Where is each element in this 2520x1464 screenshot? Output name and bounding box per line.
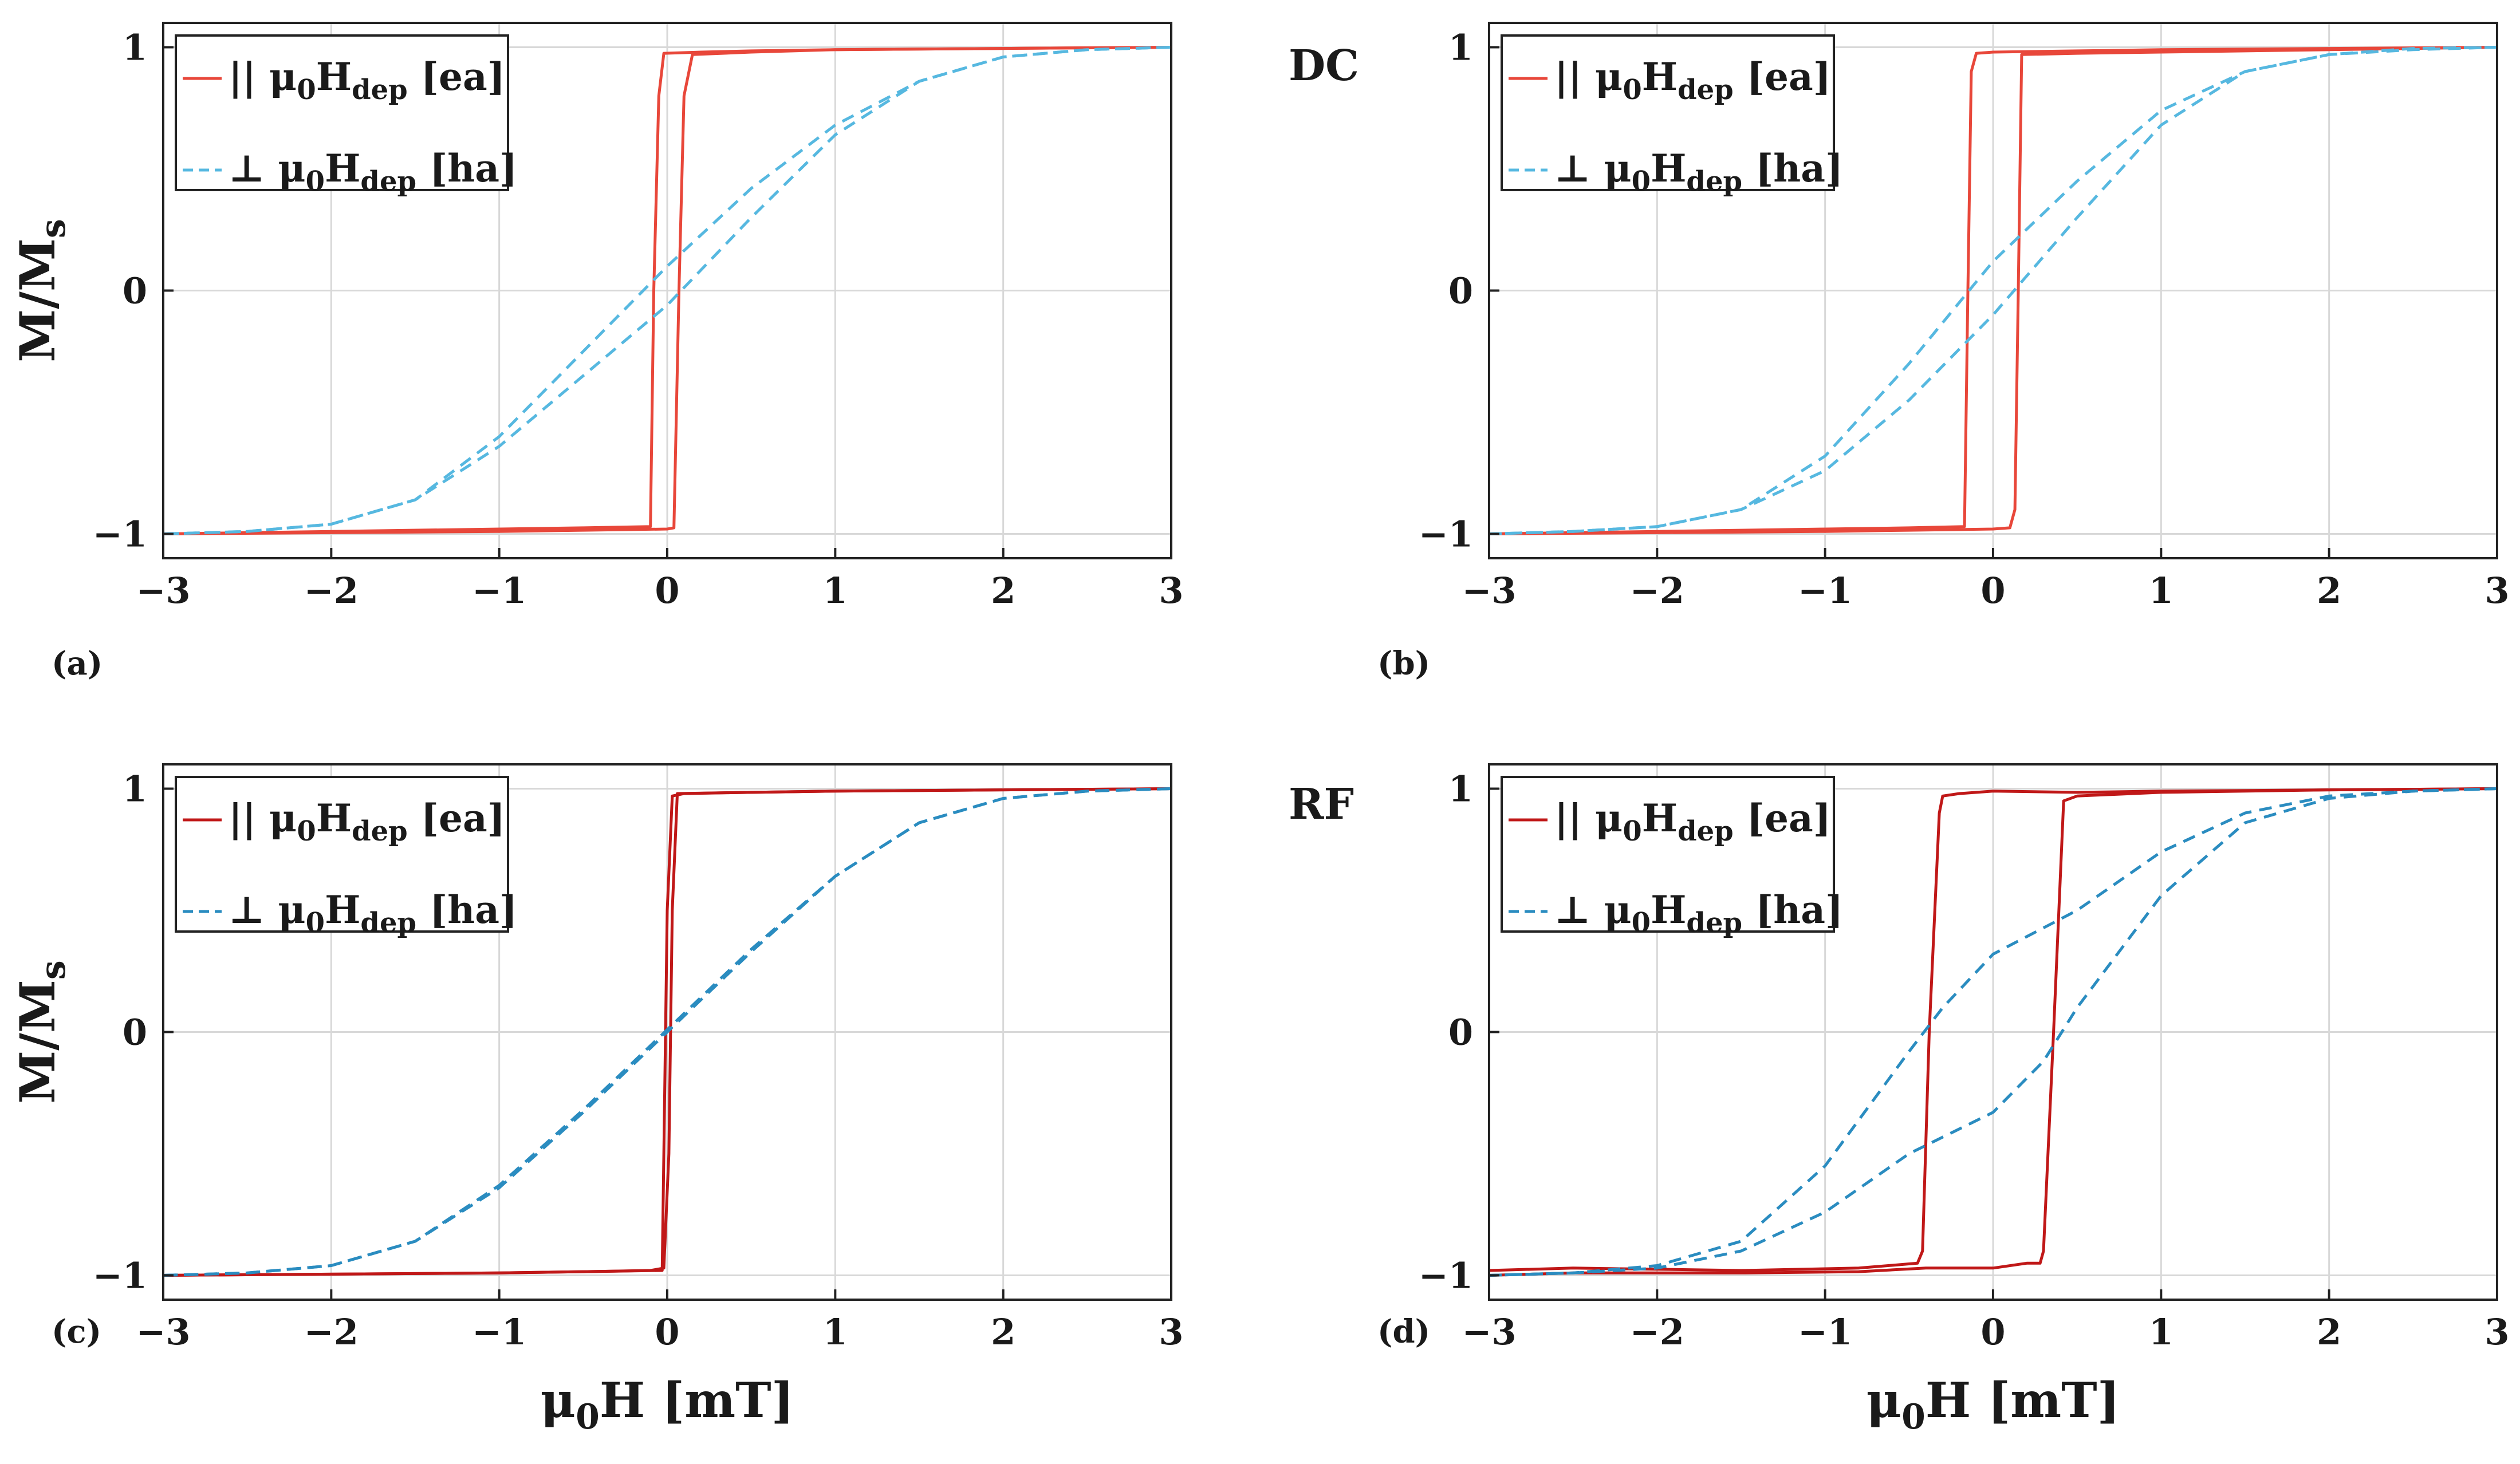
legend: || μ0Hdep [ea] ⊥ μ0Hdep [ha] bbox=[1501, 34, 1843, 198]
x-tick-label: 0 bbox=[655, 570, 679, 611]
x-axis-label: μ0H [mT] bbox=[1867, 1372, 2120, 1437]
y-tick-label: 1 bbox=[1448, 768, 1473, 810]
x-tick-label: −2 bbox=[304, 1311, 359, 1353]
x-tick-label: −1 bbox=[1798, 1311, 1852, 1353]
legend-box bbox=[1501, 776, 1835, 933]
x-tick-label: −3 bbox=[136, 570, 190, 611]
series-ea-branch-1 bbox=[1489, 46, 2498, 535]
x-tick-label: 0 bbox=[1980, 1311, 2005, 1353]
x-tick-label: 1 bbox=[823, 570, 848, 611]
x-tick-label: 3 bbox=[2484, 570, 2509, 611]
x-tick-label: 3 bbox=[2484, 1311, 2509, 1353]
legend-entry: ⊥ μ0Hdep [ha] bbox=[229, 146, 517, 198]
x-tick-label: −2 bbox=[304, 570, 359, 611]
y-tick-label: 0 bbox=[1448, 1012, 1473, 1053]
y-tick-label: 0 bbox=[123, 1012, 147, 1053]
y-axis-label: M/Ms bbox=[9, 219, 73, 362]
x-tick-label: 2 bbox=[991, 570, 1015, 611]
panel-note: DC bbox=[1289, 41, 1359, 90]
y-tick-label: −1 bbox=[93, 1255, 147, 1297]
legend-box bbox=[175, 776, 509, 933]
panel-d: −3 −2 −1 0 1 2 3 −1 0 1 || μ0Hdep [ea] ⊥ μ0Hdep [ha… bbox=[1289, 763, 2510, 1437]
x-tick-label: 1 bbox=[823, 1311, 848, 1353]
x-tick-label: 1 bbox=[2149, 1311, 2174, 1353]
x-tick-label: −2 bbox=[1630, 570, 1684, 611]
series-ea-branch-2 bbox=[163, 46, 1172, 535]
series-ha-branch-2 bbox=[163, 46, 1172, 535]
series-ea-branch-1 bbox=[1489, 787, 2498, 1272]
x-tick-label: 2 bbox=[991, 1311, 1015, 1353]
panel-c: −3 −2 −1 0 1 2 3 −1 0 1 || μ0Hdep [ea] ⊥ μ0Hdep [ha… bbox=[9, 763, 1184, 1437]
x-tick-label: −1 bbox=[1798, 570, 1852, 611]
x-tick-label: 2 bbox=[2317, 1311, 2341, 1353]
legend-entry: || μ0Hdep [ea] bbox=[1554, 796, 1831, 847]
series-ea-branch-2 bbox=[163, 787, 1172, 1277]
legend-entry: ⊥ μ0Hdep [ha] bbox=[229, 887, 517, 939]
legend-entry: || μ0Hdep [ea] bbox=[1554, 54, 1831, 106]
y-tick-label: −1 bbox=[1419, 1255, 1473, 1297]
legend-entry: || μ0Hdep [ea] bbox=[229, 54, 505, 106]
x-tick-label: −2 bbox=[1630, 1311, 1684, 1353]
legend-entry: ⊥ μ0Hdep [ha] bbox=[1554, 146, 1843, 198]
legend: || μ0Hdep [ea] ⊥ μ0Hdep [ha] bbox=[175, 34, 517, 198]
x-tick-label: −1 bbox=[472, 1311, 526, 1353]
x-tick-label: −3 bbox=[1462, 1311, 1516, 1353]
series-ea-branch-2 bbox=[1489, 46, 2498, 535]
panel-a: −3 −2 −1 0 1 2 3 −1 0 1 || μ0Hdep [ea] ⊥ μ0Hdep [ha… bbox=[9, 22, 1184, 682]
x-axis-label: μ0H [mT] bbox=[541, 1372, 794, 1437]
legend-box bbox=[175, 34, 509, 191]
series-ha-branch-2 bbox=[1489, 787, 2498, 1277]
x-tick-label: 1 bbox=[2149, 570, 2174, 611]
y-tick-label: −1 bbox=[93, 514, 147, 555]
x-tick-label: 0 bbox=[1980, 570, 2005, 611]
panel-tag: (c) bbox=[52, 1313, 101, 1351]
y-tick-label: 1 bbox=[123, 27, 147, 69]
y-tick-label: −1 bbox=[1419, 514, 1473, 555]
legend: || μ0Hdep [ea] ⊥ μ0Hdep [ha] bbox=[1501, 776, 1843, 939]
series-ha-branch-1 bbox=[1489, 787, 2498, 1277]
x-tick-label: 0 bbox=[655, 1311, 679, 1353]
y-tick-label: 1 bbox=[1448, 27, 1473, 69]
x-tick-label: 3 bbox=[1159, 570, 1183, 611]
legend-entry: ⊥ μ0Hdep [ha] bbox=[1554, 887, 1843, 939]
panel-tag: (a) bbox=[52, 645, 103, 682]
series-ha-branch-2 bbox=[163, 787, 1172, 1277]
y-axis-label: M/Ms bbox=[9, 960, 73, 1103]
x-tick-label: −1 bbox=[472, 570, 526, 611]
series-ha-branch-2 bbox=[1489, 46, 2498, 535]
legend-box bbox=[1501, 34, 1835, 191]
y-tick-label: 1 bbox=[123, 768, 147, 810]
panel-note: RF bbox=[1289, 780, 1354, 829]
series-ea-branch-2 bbox=[1489, 787, 2498, 1277]
y-tick-label: 0 bbox=[1448, 270, 1473, 312]
x-tick-label: −3 bbox=[1462, 570, 1516, 611]
panel-tag: (d) bbox=[1377, 1313, 1430, 1351]
legend: || μ0Hdep [ea] ⊥ μ0Hdep [ha] bbox=[175, 776, 517, 939]
x-tick-label: −3 bbox=[136, 1311, 190, 1353]
x-tick-label: 3 bbox=[1159, 1311, 1183, 1353]
legend-entry: || μ0Hdep [ea] bbox=[229, 796, 505, 847]
y-tick-label: 0 bbox=[123, 270, 147, 312]
x-tick-label: 2 bbox=[2317, 570, 2341, 611]
panel-b: −3 −2 −1 0 1 2 3 −1 0 1 || μ0Hdep [ea] ⊥ μ0Hdep [ha… bbox=[1289, 22, 2510, 682]
panel-tag: (b) bbox=[1377, 645, 1430, 682]
